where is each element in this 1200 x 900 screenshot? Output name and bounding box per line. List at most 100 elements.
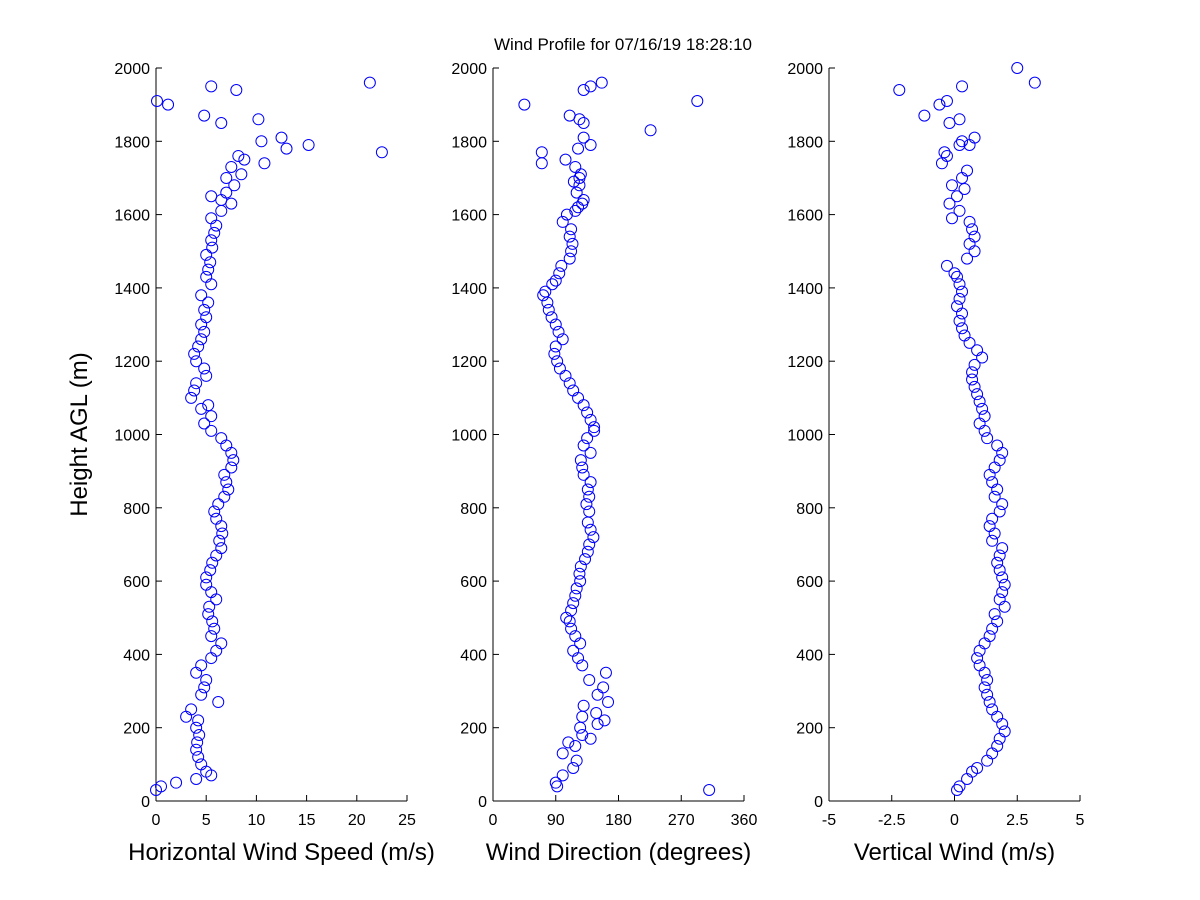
data-point <box>206 615 219 628</box>
panel-vertical: 0 200 400 600 800 1000 1200 1400 1600 1800 2000 -5 -… <box>787 61 1084 866</box>
data-point <box>553 362 566 375</box>
data-point <box>188 384 201 397</box>
data-point <box>991 483 1004 496</box>
data-point <box>1011 62 1024 74</box>
data-point <box>535 157 548 170</box>
data-point <box>191 736 204 749</box>
x-tick-label: 25 <box>398 812 416 829</box>
data-point <box>205 586 218 599</box>
y-tick-label: 1400 <box>787 281 823 298</box>
data-point <box>202 296 215 309</box>
data-point <box>195 289 208 302</box>
data-point <box>938 146 951 159</box>
data-point <box>953 138 966 151</box>
data-point <box>1028 76 1041 89</box>
data-point <box>951 784 964 797</box>
data-point <box>584 732 597 745</box>
data-point <box>535 146 548 159</box>
y-tick-label: 400 <box>796 647 823 664</box>
data-point <box>188 347 201 360</box>
y-tick-label: 1800 <box>787 134 823 151</box>
data-point <box>200 571 213 584</box>
data-point <box>918 109 931 122</box>
data-point <box>210 219 223 232</box>
data-point <box>198 417 211 430</box>
data-point <box>205 190 218 203</box>
data-point <box>215 116 228 129</box>
data-point <box>958 329 971 342</box>
data-point <box>963 215 976 228</box>
data-point <box>570 754 583 767</box>
data-point <box>565 622 578 635</box>
data-point <box>576 659 589 672</box>
data-point <box>588 421 601 434</box>
x-tick-label: 5 <box>1076 812 1085 829</box>
x-axis-label: Vertical Wind (m/s) <box>854 839 1055 866</box>
data-point <box>577 131 590 144</box>
data-point <box>202 608 215 621</box>
data-point <box>993 505 1006 518</box>
data-point <box>986 747 999 760</box>
data-point <box>225 197 238 210</box>
data-point <box>576 729 589 742</box>
data-point <box>552 325 565 338</box>
data-point <box>993 454 1006 467</box>
data-point <box>951 300 964 313</box>
data-point <box>200 578 213 591</box>
data-point <box>993 593 1006 606</box>
data-point <box>210 644 223 657</box>
data-point <box>998 600 1011 613</box>
data-point <box>973 644 986 657</box>
data-point <box>572 142 585 155</box>
x-axis-label: Horizontal Wind Speed (m/s) <box>128 839 435 866</box>
data-point <box>968 245 981 258</box>
data-point <box>560 208 573 221</box>
data-point <box>192 751 205 764</box>
y-tick-label: 600 <box>460 574 487 591</box>
data-point <box>953 780 966 793</box>
data-point <box>205 212 218 225</box>
x-tick-label: 15 <box>298 812 316 829</box>
data-point <box>998 725 1011 738</box>
data-point <box>205 652 218 665</box>
data-point <box>971 762 984 775</box>
data-point <box>198 303 211 316</box>
data-point <box>556 215 569 228</box>
panel-direction: 0 200 400 600 800 1000 1200 1400 1600 1800 2000 0 90… <box>451 61 757 866</box>
data-point <box>940 259 953 272</box>
data-point <box>993 732 1006 745</box>
data-point <box>567 597 580 610</box>
data-point <box>953 292 966 305</box>
data-point <box>973 417 986 430</box>
data-point <box>961 773 974 786</box>
y-tick-label: 1000 <box>114 428 150 445</box>
data-point <box>599 666 612 679</box>
data-point <box>991 615 1004 628</box>
data-point <box>956 307 969 320</box>
y-tick-label: 2000 <box>114 61 150 78</box>
data-point <box>991 710 1004 723</box>
data-point <box>574 168 587 181</box>
data-point <box>956 171 969 184</box>
data-point <box>981 674 994 687</box>
data-point <box>213 534 226 547</box>
data-point <box>198 109 211 122</box>
data-point <box>996 498 1009 511</box>
data-point <box>162 98 175 111</box>
data-point <box>200 311 213 324</box>
data-point <box>208 226 221 239</box>
data-point <box>570 582 583 595</box>
data-point <box>556 747 569 760</box>
data-point <box>565 245 578 258</box>
data-point <box>953 204 966 217</box>
data-point <box>968 380 981 393</box>
data-point <box>595 76 608 89</box>
data-point <box>590 707 603 720</box>
data-point <box>933 98 946 111</box>
data-point <box>563 252 576 265</box>
data-point <box>971 344 984 357</box>
data-point <box>976 402 989 415</box>
y-axis-label: Height AGL (m) <box>66 352 93 517</box>
data-point <box>302 138 315 151</box>
data-point <box>996 571 1009 584</box>
